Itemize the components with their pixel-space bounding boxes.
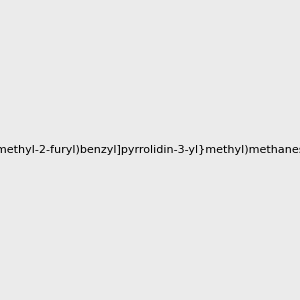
Text: N-({1-[2-(5-methyl-2-furyl)benzyl]pyrrolidin-3-yl}methyl)methanesulfonamide: N-({1-[2-(5-methyl-2-furyl)benzyl]pyrrol… bbox=[0, 145, 300, 155]
